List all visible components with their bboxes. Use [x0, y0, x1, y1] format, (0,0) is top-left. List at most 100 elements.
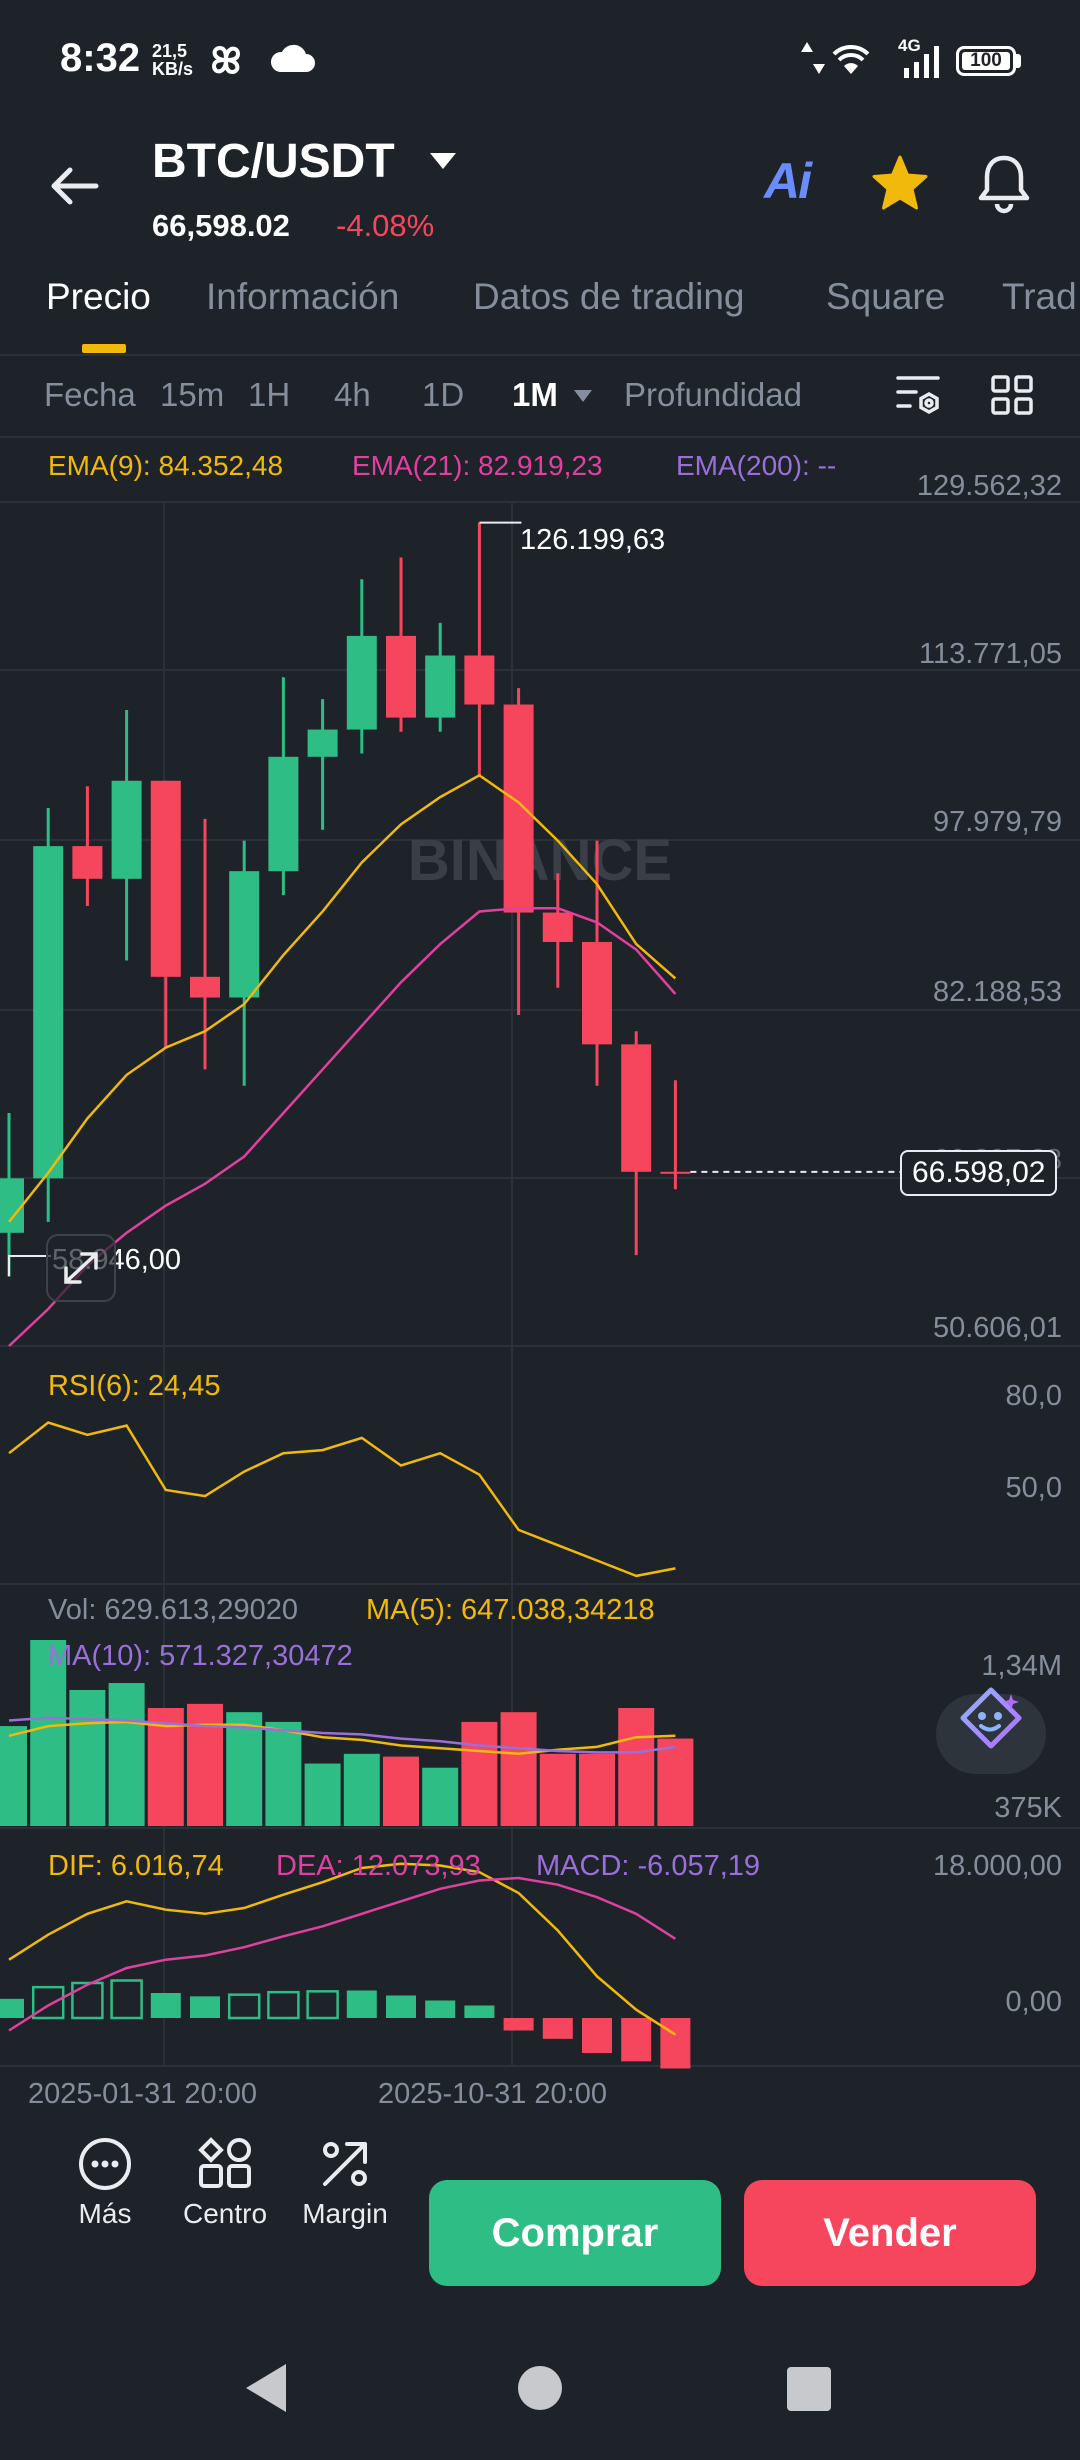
- signal-icon: [904, 46, 939, 78]
- last-price: 66,598.02: [152, 208, 290, 243]
- sell-button[interactable]: Vender: [744, 2180, 1036, 2286]
- rsi-line: [8, 1421, 676, 1578]
- layout-grid-icon[interactable]: [990, 374, 1034, 416]
- interval-1d[interactable]: 1D: [422, 376, 465, 413]
- candle-body: [111, 780, 142, 879]
- interval-profundidad[interactable]: Profundidad: [624, 376, 802, 413]
- macd-hist-bar: [660, 2018, 691, 2069]
- interval-1h[interactable]: 1H: [248, 376, 291, 413]
- candle-body: [33, 846, 64, 1179]
- ai-assistant-fab[interactable]: [936, 1687, 1046, 1774]
- tab-datos-de-trading[interactable]: Datos de trading: [473, 276, 745, 317]
- candle-body: [386, 635, 416, 718]
- candle-body: [621, 1044, 652, 1172]
- candle-body: [346, 635, 377, 730]
- macd-hist-bar: [582, 2018, 612, 2053]
- candle-body: [464, 655, 495, 705]
- candle-body: [229, 871, 260, 998]
- expand-chart-button[interactable]: [46, 1234, 116, 1302]
- ma5-legend: MA(5): 647.038,34218: [366, 1594, 655, 1626]
- ema200-legend: EMA(200): --: [676, 450, 837, 481]
- interval-4h[interactable]: 4h: [334, 376, 371, 413]
- ai-icon[interactable]: Ai: [764, 153, 812, 209]
- dea-line: [8, 1876, 677, 2032]
- candle-body: [268, 756, 299, 872]
- macd-hist-bar: [267, 1990, 300, 2020]
- macd-hist-bar: [542, 2018, 573, 2039]
- volume-bar: [657, 1738, 694, 1826]
- volume-bar: [343, 1753, 380, 1826]
- volume-bar: [422, 1767, 459, 1826]
- macd-legend: MACD: -6.057,19: [536, 1850, 761, 1882]
- dif-legend: DIF: 6.016,74: [48, 1850, 224, 1882]
- wifi-icon: [832, 44, 870, 74]
- interval-dropdown-icon[interactable]: [572, 388, 594, 404]
- macd-hist-bar: [386, 1995, 416, 2018]
- status-bar: 8:32 21,5 KB/s 4G 100: [0, 0, 1080, 120]
- price-axis-label: 82.188,53: [932, 976, 1062, 1008]
- back-arrow-icon[interactable]: [46, 162, 102, 210]
- macd-hist-bar: [227, 1993, 261, 2020]
- more-button[interactable]: Más: [50, 2136, 160, 2230]
- bell-icon[interactable]: [976, 152, 1032, 214]
- interval-divider: [0, 436, 1080, 438]
- nav-home-icon[interactable]: [516, 2364, 564, 2412]
- candle-body: [425, 655, 456, 718]
- tab-precio[interactable]: Precio: [46, 276, 151, 317]
- macd-hist-bar: [71, 1981, 104, 2020]
- network-type: 4G: [898, 36, 921, 55]
- bottom-action-bar: Más Centro Margin: [0, 2110, 1080, 2300]
- dif-line: [8, 1862, 677, 2036]
- interval-fecha[interactable]: Fecha: [44, 376, 136, 413]
- volume-bar: [30, 1640, 67, 1826]
- expand-icon: [64, 1252, 98, 1284]
- macd-hist-bar: [621, 2018, 652, 2062]
- center-label: Centro: [182, 2198, 268, 2229]
- macd-axis-label: 0,00: [1005, 1986, 1062, 2018]
- margin-button[interactable]: Margin: [290, 2136, 400, 2230]
- macd-hist-bar: [306, 1990, 339, 2020]
- macd-hist-bar: [31, 1985, 65, 2020]
- ema9-line: [8, 773, 677, 1223]
- price-change: -4.08%: [336, 208, 435, 243]
- battery-level: 100: [962, 51, 1010, 70]
- nav-recents-icon[interactable]: [786, 2366, 832, 2412]
- price-chart[interactable]: BINANCE: [0, 438, 1080, 2110]
- price-axis-label: 50.606,01: [932, 1312, 1062, 1344]
- candle-body: [150, 780, 181, 977]
- tab-trading[interactable]: Trad: [1002, 276, 1077, 317]
- macd-hist-bar: [110, 1979, 143, 2020]
- dea-legend: DEA: 12.073,93: [276, 1850, 481, 1882]
- candle-body: [0, 1178, 24, 1233]
- pair-title[interactable]: BTC/USDT: [152, 135, 395, 188]
- buy-button[interactable]: Comprar: [429, 2180, 721, 2286]
- nav-back-icon[interactable]: [244, 2362, 288, 2414]
- ma10-legend: MA(10): 571.327,30472: [48, 1640, 353, 1672]
- interval-1m[interactable]: 1M: [512, 376, 558, 413]
- pair-dropdown-icon[interactable]: [428, 150, 458, 172]
- ai-assistant-icon: [960, 1687, 1022, 1749]
- star-icon[interactable]: [870, 154, 930, 212]
- tab-active-indicator: [82, 344, 126, 353]
- price-axis-label: 97.979,79: [932, 806, 1062, 838]
- volume-bar: [579, 1753, 615, 1826]
- price-axis-label: 113.771,05: [919, 638, 1062, 670]
- interval-bar: Fecha 15m 1H 4h 1D 1M Profundidad: [0, 362, 1080, 432]
- volume-legend: Vol: 629.613,29020: [48, 1594, 298, 1626]
- interval-15m[interactable]: 15m: [160, 376, 225, 413]
- candle-body: [582, 941, 612, 1045]
- center-button[interactable]: Centro: [170, 2136, 280, 2230]
- candle-body: [72, 846, 103, 879]
- volume-bar: [0, 1726, 27, 1826]
- more-dots-icon: [79, 2138, 131, 2190]
- current-price-tag: 66.598,02: [900, 1150, 1058, 1196]
- ema21-line: [8, 906, 677, 1347]
- tab-square[interactable]: Square: [826, 276, 946, 317]
- main-tabs: Precio Información Datos de trading Squa…: [0, 270, 1080, 354]
- battery-icon: 100: [956, 46, 1016, 76]
- macd-hist-bar: [190, 1996, 220, 2018]
- tab-informacion[interactable]: Información: [206, 276, 400, 317]
- center-shapes-icon: [198, 2137, 251, 2188]
- time-axis-label: 2025-01-31 20:00: [28, 2078, 257, 2110]
- chart-settings-icon[interactable]: [894, 372, 944, 418]
